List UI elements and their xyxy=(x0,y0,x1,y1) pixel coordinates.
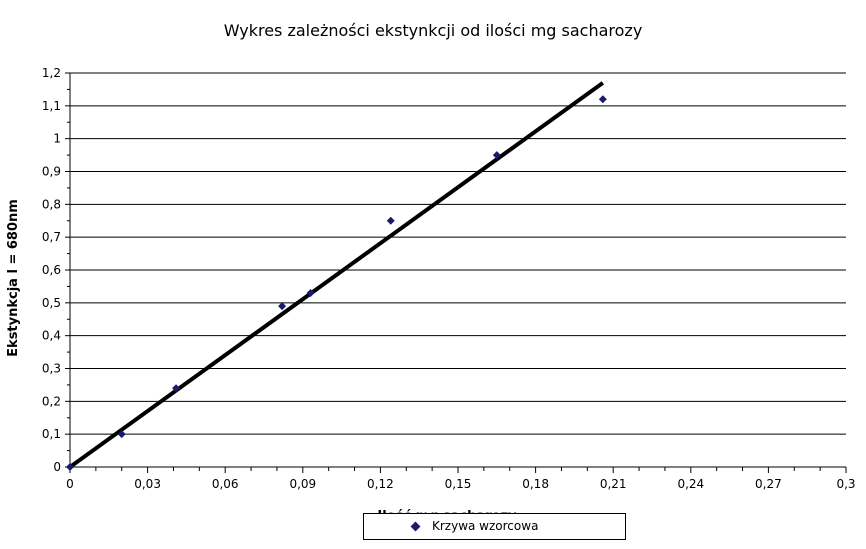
grid-lines xyxy=(70,72,846,435)
legend-marker-diamond xyxy=(410,521,421,532)
x-tick-label: 0,24 xyxy=(677,477,704,491)
data-point xyxy=(278,302,287,311)
x-tick-labels: 0 0,03 0,06 0,09 0,12 0,15 0,18 0,21 0,24 0,27 0,3 xyxy=(66,477,855,491)
data-point xyxy=(492,151,501,160)
legend: Krzywa wzorcowa xyxy=(363,513,626,540)
x-tick-label: 0,3 xyxy=(836,477,855,491)
y-tick-label: 0,7 xyxy=(42,230,61,244)
y-tick-labels: 0 0,1 0,2 0,3 0,4 0,5 0,6 0,7 0,8 0,9 1 1,1 1,2 xyxy=(42,66,61,474)
y-tick-label: 0 xyxy=(53,460,61,474)
x-tick-label: 0,03 xyxy=(134,477,161,491)
trendline xyxy=(68,81,605,469)
y-tick-label: 0,5 xyxy=(42,296,61,310)
data-point xyxy=(66,463,74,471)
x-tick-label: 0,12 xyxy=(367,477,394,491)
x-tick-label: 0,15 xyxy=(445,477,472,491)
x-tick-label: 0,21 xyxy=(600,477,627,491)
y-tick-label: 0,8 xyxy=(42,197,61,211)
x-tick-label: 0,09 xyxy=(289,477,316,491)
trendline-line xyxy=(68,81,605,469)
data-point xyxy=(386,216,395,225)
y-tick-label: 0,3 xyxy=(42,362,61,376)
y-tick-label: 0,6 xyxy=(42,263,61,277)
data-point xyxy=(172,384,181,393)
x-tick-label: 0,06 xyxy=(212,477,239,491)
data-point xyxy=(117,430,126,439)
data-point xyxy=(306,288,315,297)
y-tick-label: 1,2 xyxy=(42,66,61,80)
y-tick-label: 1 xyxy=(53,132,61,146)
data-point xyxy=(598,95,607,104)
y-tick-label: 0,1 xyxy=(42,427,61,441)
x-tick-label: 0,18 xyxy=(522,477,549,491)
data-points xyxy=(66,95,607,471)
x-tick-label: 0,27 xyxy=(755,477,782,491)
chart-title: Wykres zależności ekstynkcji od ilości m… xyxy=(224,21,643,40)
y-tick-label: 0,4 xyxy=(42,329,61,343)
y-axis-label: Ekstynkcja l = 680nm xyxy=(6,199,21,357)
y-tick-label: 0,9 xyxy=(42,165,61,179)
y-tick-label: 0,2 xyxy=(42,394,61,408)
legend-label: Krzywa wzorcowa xyxy=(432,519,539,533)
axes xyxy=(65,72,847,473)
y-tick-label: 1,1 xyxy=(42,99,61,113)
x-tick-label: 0 xyxy=(66,477,74,491)
